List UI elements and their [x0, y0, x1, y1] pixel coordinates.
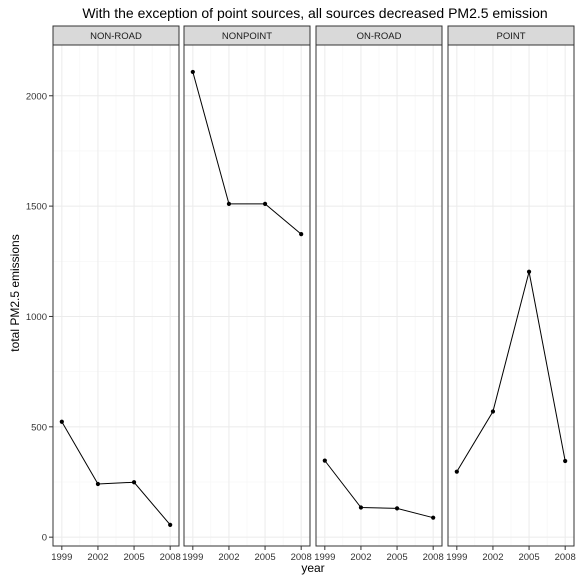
x-tick-label: 2008	[160, 552, 181, 563]
y-tick-label: 1500	[26, 202, 47, 213]
x-tick-label: 2005	[518, 552, 539, 563]
data-point	[563, 458, 568, 464]
x-tick-label: 2005	[123, 552, 144, 563]
data-point	[526, 269, 532, 274]
data-point	[431, 515, 436, 520]
x-tick-label: 2008	[423, 552, 444, 563]
facet-strip-label: ON-ROAD	[357, 31, 402, 42]
y-tick-label: 1000	[26, 312, 47, 323]
x-tick-label: 1999	[182, 552, 203, 563]
facet-strip-label: NON-ROAD	[90, 31, 142, 42]
facet-panels: NON-ROAD 1999 2002 2005 2008 NONPOINT 1999 2002…	[51, 25, 576, 563]
data-point	[168, 522, 173, 527]
series-line	[61, 421, 171, 526]
chart-title: With the exception of point sources, all…	[82, 5, 547, 21]
data-point	[454, 469, 459, 474]
facet-strip-label: POINT	[496, 31, 525, 42]
x-axis-title: year	[301, 561, 324, 575]
x-tick-label: 1999	[446, 552, 467, 563]
data-point	[226, 201, 232, 207]
facet-strip-label: NONPOINT	[222, 31, 272, 42]
data-point	[299, 232, 304, 237]
x-tick-label: 2002	[350, 552, 371, 563]
y-tick-label: 0	[42, 533, 47, 544]
y-tick-label: 500	[31, 422, 47, 433]
series-line	[324, 460, 434, 519]
x-tick-label: 1999	[314, 552, 335, 563]
data-point	[95, 481, 101, 487]
x-tick-label: 2002	[218, 552, 239, 563]
data-point	[131, 480, 137, 485]
x-tick-label: 2005	[254, 552, 275, 563]
y-axis-title: total PM2.5 emissions	[8, 234, 22, 351]
series-line	[456, 271, 566, 472]
data-point	[394, 506, 400, 511]
panel-border	[52, 44, 180, 547]
data-point	[490, 409, 496, 414]
x-tick-label: 2008	[291, 552, 312, 563]
data-point	[358, 505, 364, 510]
x-tick-label: 2002	[87, 552, 108, 563]
x-tick-label: 2005	[386, 552, 407, 563]
panel-border	[183, 44, 311, 547]
x-tick-label: 2008	[555, 552, 576, 563]
data-point	[322, 458, 327, 463]
data-point	[262, 201, 268, 207]
data-point	[59, 419, 64, 424]
x-tick-label: 1999	[51, 552, 72, 563]
panel-border	[315, 44, 443, 547]
facet-panel-non-road: NON-ROAD 1999 2002 2005 2008	[51, 25, 181, 563]
y-axis: 0 500 1000 1500 2000	[26, 91, 53, 544]
series-line	[192, 71, 302, 235]
facet-panel-point: POINT 1999 2002 2005 2008	[446, 25, 576, 563]
y-tick-label: 2000	[26, 91, 47, 102]
x-tick-label: 2002	[482, 552, 503, 563]
data-point	[190, 69, 195, 75]
facet-panel-on-road: ON-ROAD 1999 2002 2005 2008	[314, 25, 444, 563]
panel-border	[447, 44, 575, 547]
facet-panel-nonpoint: NONPOINT 1999 2002 2005 2008	[182, 25, 312, 563]
